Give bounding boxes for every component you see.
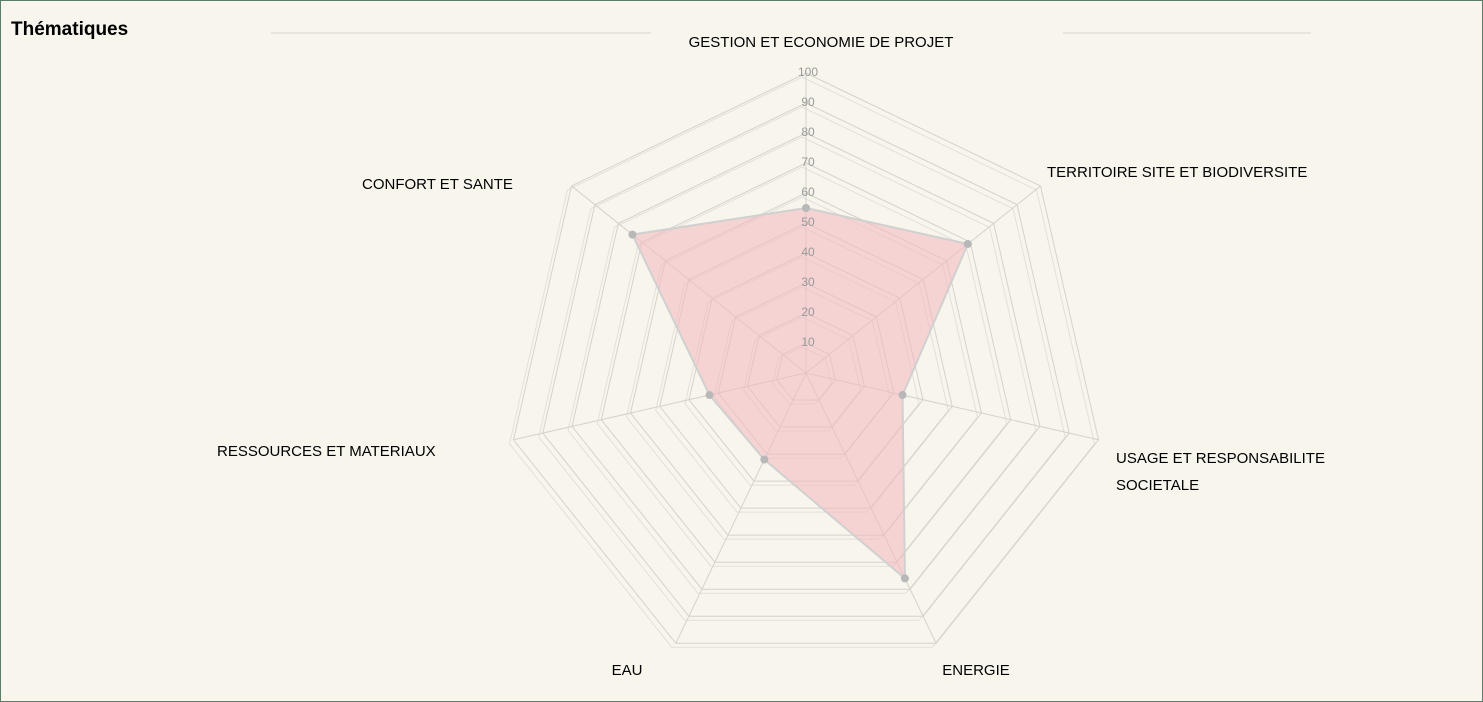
grid-ring [512,72,1100,644]
grid-ring-shadow [596,166,1008,567]
category-label: TERRITOIRE SITE ET BIODIVERSITE [1047,164,1308,181]
r-tick-label: 40 [801,245,815,259]
grid-ring-shadow [538,106,1066,621]
r-tick-label: 30 [801,275,815,289]
category-label: USAGE ET RESPONSABILITE SOCIETALE [1116,450,1325,494]
radar-point [628,230,637,239]
r-tick-label: 100 [798,65,818,79]
r-tick-label: 20 [801,305,815,319]
r-tick-label: 70 [801,155,815,169]
category-label: CONFORT ET SANTE [362,176,513,193]
radar-point [963,239,972,248]
grid-ring-shadow [567,136,1037,594]
r-tick-label: 60 [801,185,815,199]
grid-ring [571,132,1041,590]
radar-point [900,574,909,583]
radar-point [898,391,907,400]
radar-point [760,455,769,464]
category-label: EAU [611,662,643,679]
radar-area [630,206,970,581]
category-label: ENERGIE [942,662,1010,679]
grid-ring [600,162,1012,563]
r-tick-label: 10 [801,335,815,349]
radar-point [802,204,810,212]
grid-ring-shadow [508,76,1096,648]
r-tick-label: 50 [801,215,815,229]
r-tick-label: 90 [801,95,815,109]
radar-point [705,391,714,400]
grid-ring [542,102,1070,617]
r-tick-label: 80 [801,125,815,139]
category-label: GESTION ET ECONOMIE DE PROJET [688,34,954,51]
category-label: RESSOURCES ET MATERIAUX [217,443,436,460]
chart-title: Thématiques [11,19,129,40]
